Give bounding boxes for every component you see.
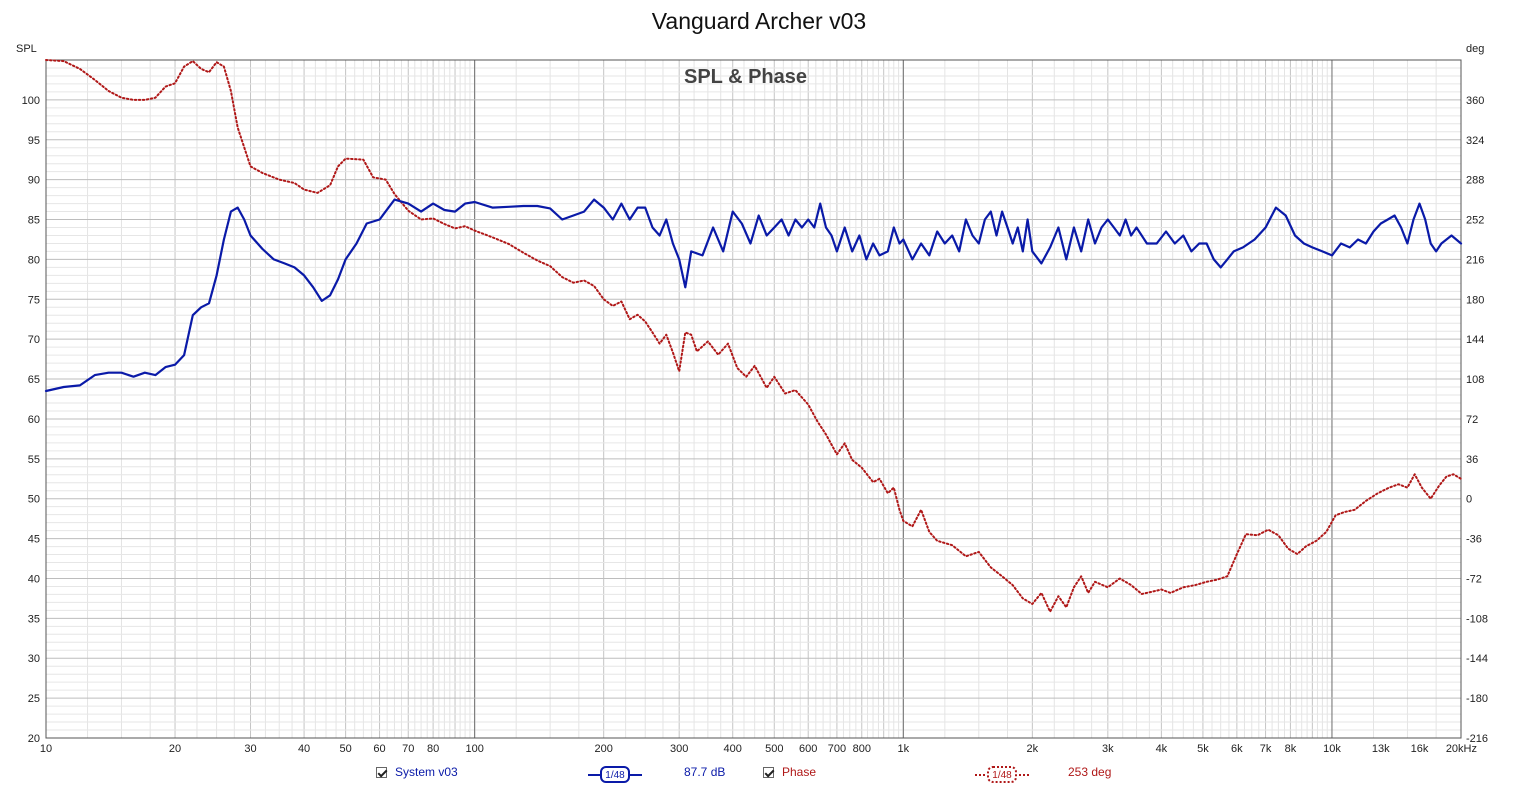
- x-tick-label: 7k: [1260, 743, 1272, 755]
- y-left-tick-label: 95: [28, 135, 40, 147]
- y-left-tick-label: 20: [28, 733, 40, 745]
- y-right-tick-label: 72: [1466, 414, 1478, 426]
- major-gridlines: [46, 59, 1461, 739]
- y-left-tick-label: 50: [28, 494, 40, 506]
- legend-phase-name: Phase: [782, 765, 817, 779]
- y-right-tick-label: 108: [1466, 374, 1484, 386]
- x-tick-label: 80: [427, 743, 439, 755]
- y-right-tick-label: 180: [1466, 294, 1484, 306]
- phase-checkbox[interactable]: [763, 766, 774, 778]
- series-layer: [44, 59, 1463, 613]
- y-left-tick-label: 65: [28, 374, 40, 386]
- y-left-tick-label: 100: [22, 95, 40, 107]
- y-right-tick-label: -36: [1466, 534, 1482, 546]
- x-tick-label: 4k: [1156, 743, 1168, 755]
- x-tick-label: 3k: [1102, 743, 1114, 755]
- y-right-tick-label: -108: [1466, 613, 1488, 625]
- x-tick-label: 600: [799, 743, 817, 755]
- y-left-tick-label: 70: [28, 334, 40, 346]
- x-tick-label: 50: [339, 743, 351, 755]
- system-smoothing-button[interactable]: 1/48: [600, 766, 630, 783]
- x-tick-label: 20: [169, 743, 181, 755]
- system-value-text: 87.7 dB: [684, 765, 726, 779]
- x-tick-label: 700: [828, 743, 846, 755]
- y-left-tick-label: 40: [28, 573, 40, 585]
- y-left-tick-label: 25: [28, 693, 40, 705]
- y-right-tick-label: 144: [1466, 334, 1484, 346]
- y-left-tick-label: 30: [28, 653, 40, 665]
- y-axis-label-right: deg: [1466, 43, 1484, 55]
- y-right-tick-label: 324: [1466, 135, 1484, 147]
- phase-value: 253 deg: [1068, 765, 1111, 779]
- x-tick-label: 10k: [1323, 743, 1341, 755]
- y-left-tick-label: 75: [28, 294, 40, 306]
- y-axis-label-left: SPL: [16, 43, 37, 55]
- x-tick-label: 20kHz: [1446, 743, 1477, 755]
- plot-frame: [45, 59, 1462, 739]
- y-right-tick-label: 0: [1466, 494, 1472, 506]
- y-right-tick-label: 360: [1466, 95, 1484, 107]
- x-tick-label: 8k: [1285, 743, 1297, 755]
- y-left-tick-label: 85: [28, 215, 40, 227]
- y-right-tick-label: 288: [1466, 175, 1484, 187]
- phase-smoothing-button[interactable]: 1/48: [987, 766, 1017, 783]
- y-left-tick-label: 90: [28, 175, 40, 187]
- y-right-tick-labels: -216 -180 -144 -108 -72 -36 0 36 72 108 144 180 216 2…: [1466, 95, 1488, 745]
- x-tick-label: 1k: [897, 743, 909, 755]
- x-tick-label: 40: [298, 743, 310, 755]
- legend-system-name: System v03: [395, 765, 458, 779]
- y-left-tick-label: 45: [28, 534, 40, 546]
- legend-item-phase[interactable]: Phase: [763, 765, 816, 779]
- spl-curve: [44, 198, 1463, 393]
- y-left-tick-label: 35: [28, 613, 40, 625]
- y-right-tick-label: 216: [1466, 254, 1484, 266]
- y-left-tick-labels: 20 25 30 35 40 45 50 55 60 65 70 75 80 85 90 95 100: [22, 95, 40, 745]
- y-left-tick-label: 60: [28, 414, 40, 426]
- x-tick-label: 5k: [1197, 743, 1209, 755]
- x-tick-label: 16k: [1411, 743, 1429, 755]
- x-tick-label: 500: [765, 743, 783, 755]
- page-title: Vanguard Archer v03: [651, 8, 867, 34]
- x-tick-label: 200: [595, 743, 613, 755]
- x-tick-label: 30: [244, 743, 256, 755]
- x-tick-label: 60: [373, 743, 385, 755]
- y-right-tick-label: -216: [1466, 733, 1488, 745]
- minor-gridlines: [46, 60, 1461, 738]
- system-value: 87.7 dB: [684, 765, 725, 779]
- x-tick-label: 13k: [1372, 743, 1390, 755]
- y-right-tick-label: 36: [1466, 454, 1478, 466]
- y-right-tick-label: -180: [1466, 693, 1488, 705]
- x-tick-label: 70: [402, 743, 414, 755]
- x-tick-label: 10: [40, 743, 52, 755]
- y-right-tick-label: -72: [1466, 573, 1482, 585]
- phase-curve: [45, 59, 1462, 613]
- y-right-tick-label: 252: [1466, 215, 1484, 227]
- chart-subtitle: SPL & Phase: [684, 66, 807, 88]
- x-tick-label: 100: [465, 743, 483, 755]
- x-tick-label: 300: [670, 743, 688, 755]
- legend-item-system[interactable]: System v03: [376, 765, 458, 779]
- x-tick-label: 6k: [1231, 743, 1243, 755]
- system-checkbox[interactable]: [376, 766, 387, 778]
- y-left-tick-label: 55: [28, 454, 40, 466]
- x-tick-label: 800: [853, 743, 871, 755]
- y-left-tick-label: 80: [28, 254, 40, 266]
- y-right-tick-label: -144: [1466, 653, 1488, 665]
- phase-value-text: 253 deg: [1068, 765, 1112, 779]
- x-tick-labels: 10 20 30 40 50 60 70 80 100 200 300 400 500 600 700 800…: [40, 743, 1477, 755]
- x-tick-label: 2k: [1027, 743, 1039, 755]
- x-tick-label: 400: [724, 743, 742, 755]
